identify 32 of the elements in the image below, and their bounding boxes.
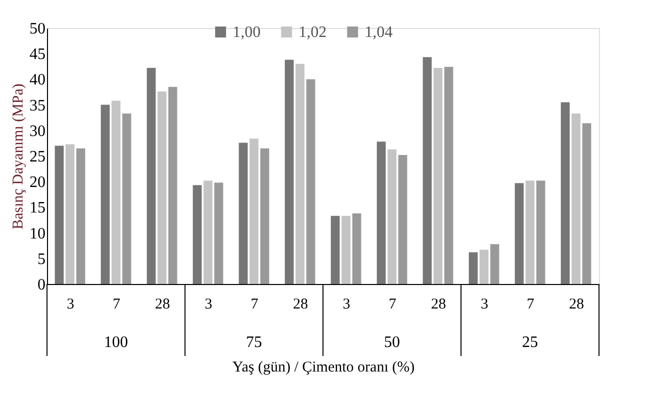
y-tick-label: 40 <box>30 72 46 89</box>
y-tick-label: 35 <box>30 97 46 114</box>
y-tick-label: 10 <box>30 225 46 242</box>
y-tick-label: 25 <box>30 148 46 166</box>
text: 50 <box>384 334 400 351</box>
y-tick-label: 0 <box>38 276 46 294</box>
y-tick-label: 45 <box>30 46 46 64</box>
x-tick-label: 7 <box>250 296 259 312</box>
x-axis-title: Yaş (gün) / Çimento oranı (%) <box>232 360 415 376</box>
x-tick-label: 3 <box>66 296 74 312</box>
x-tick-label: 7 <box>388 296 397 312</box>
y-axis-title: Basınç Dayanımı (MPa) <box>10 84 26 230</box>
x-tick-label: 3 <box>204 296 212 312</box>
legend-label: 1,02 <box>298 24 327 41</box>
y-tick-label: 15 <box>30 200 46 217</box>
x-tick-label: 7 <box>526 296 535 312</box>
x-tick-label: 28 <box>569 296 584 312</box>
x-tick-label: 3 <box>480 296 488 312</box>
legend-label: 1,00 <box>232 24 261 41</box>
x-tick-label: 3 <box>342 296 350 312</box>
text: 25 <box>522 334 538 351</box>
x-tick-label: 28 <box>293 296 308 312</box>
text: 75 <box>246 334 262 351</box>
y-tick-label: 20 <box>30 174 46 192</box>
text: 100 <box>104 334 128 351</box>
x-tick-label: 28 <box>431 296 446 312</box>
x-tick-label: 28 <box>155 296 170 312</box>
y-tick-label: 50 <box>30 20 46 38</box>
legend-label: 1,04 <box>364 24 393 41</box>
x-tick-label: 7 <box>112 296 121 312</box>
y-tick-label: 5 <box>38 250 46 268</box>
y-tick-label: 30 <box>30 122 46 140</box>
